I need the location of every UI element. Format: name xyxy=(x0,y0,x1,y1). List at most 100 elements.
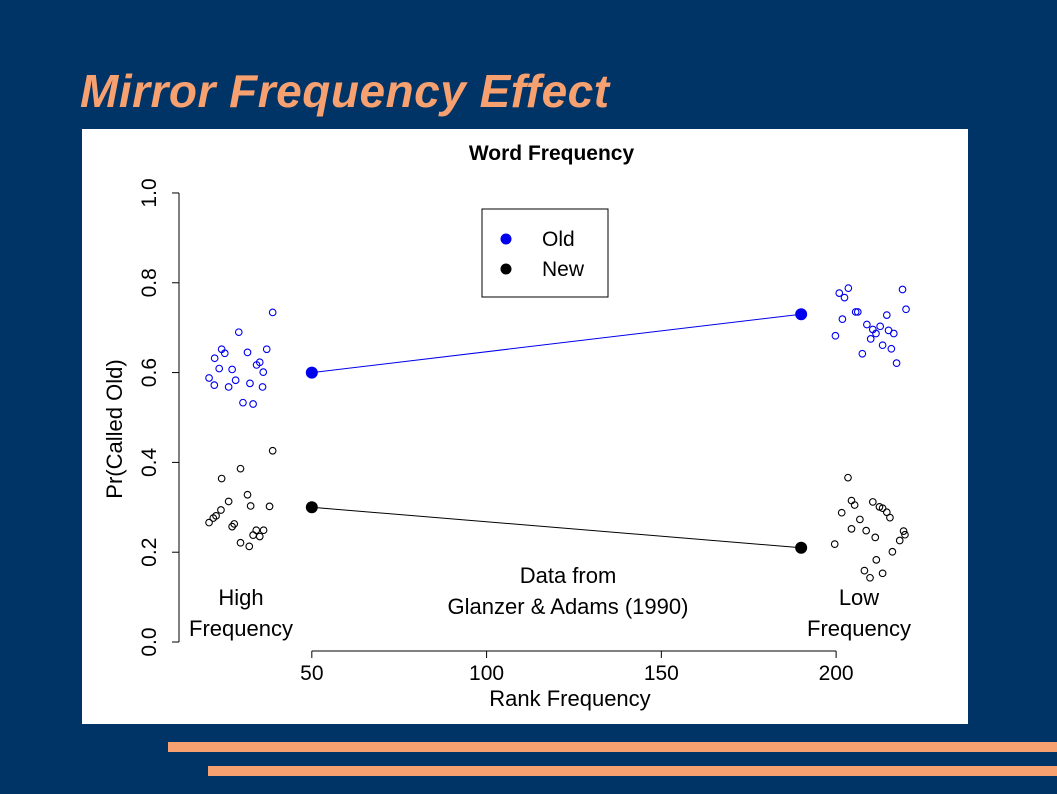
annotation-low-line: Frequency xyxy=(807,616,911,641)
data-point-new xyxy=(265,502,274,511)
data-point-new xyxy=(866,573,874,582)
data-point-new xyxy=(246,502,255,510)
word-frequency-chart: Word Frequency 50 100 150 200 0.0 0.2 0.4 0.6 0.8… xyxy=(102,142,911,711)
chart-title: Word Frequency xyxy=(469,142,635,165)
data-point-old xyxy=(831,331,840,340)
data-point-old xyxy=(220,349,229,358)
data-point-new xyxy=(259,526,268,535)
annotation-high-line: High xyxy=(218,585,263,610)
decorative-bar-top xyxy=(168,742,1057,752)
data-point-old xyxy=(262,345,271,354)
data-point-old xyxy=(210,381,219,390)
y-tick-label: 0.6 xyxy=(138,358,161,387)
data-point-new xyxy=(886,513,894,522)
x-tick-label: 150 xyxy=(644,662,679,685)
data-point-new xyxy=(899,527,908,535)
y-tick-label: 0.8 xyxy=(138,268,161,297)
data-point-old xyxy=(851,308,860,316)
data-point-old xyxy=(863,320,871,329)
annotation-source-line: Data from xyxy=(520,563,617,588)
data-point-new xyxy=(245,542,254,551)
data-point-old xyxy=(228,365,236,374)
legend-box xyxy=(481,208,609,298)
slide-title: Mirror Frequency Effect xyxy=(80,65,610,117)
data-point-new xyxy=(850,501,859,509)
data-point-new xyxy=(860,566,869,575)
data-point-old xyxy=(210,354,219,363)
data-point-old xyxy=(205,374,213,382)
data-point-new xyxy=(249,531,257,539)
data-point-old xyxy=(258,383,267,391)
y-axis-label: Pr(Called Old) xyxy=(102,359,127,498)
data-point-new xyxy=(895,536,904,545)
data-point-old xyxy=(902,305,910,314)
y-tick-label: 1.0 xyxy=(138,178,161,207)
data-point-old xyxy=(259,368,268,376)
data-point-new xyxy=(888,547,897,556)
data-point-old xyxy=(878,341,887,350)
data-point-old xyxy=(889,329,898,338)
data-point-old xyxy=(876,322,885,331)
data-point-new xyxy=(878,569,887,578)
data-point-new xyxy=(236,538,245,547)
data-point-new xyxy=(871,533,880,542)
annotation-source-line: Glanzer & Adams (1990) xyxy=(448,594,689,619)
data-point-new xyxy=(243,490,252,499)
data-point-new xyxy=(878,504,887,513)
data-point-old xyxy=(844,284,853,293)
mean-point-old xyxy=(305,366,318,379)
data-point-old xyxy=(231,376,240,385)
x-tick-label: 200 xyxy=(819,662,854,685)
data-point-new xyxy=(837,508,846,517)
data-point-old xyxy=(215,364,224,373)
data-point-new xyxy=(844,473,852,482)
data-point-new xyxy=(862,526,871,535)
legend-label-new: New xyxy=(542,258,585,281)
data-point-new xyxy=(255,532,264,541)
data-point-old xyxy=(866,335,875,343)
data-point-old xyxy=(243,348,252,357)
data-point-new xyxy=(830,540,839,548)
data-point-old xyxy=(249,400,257,408)
data-point-old xyxy=(252,361,261,369)
legend-marker-new xyxy=(500,263,512,275)
data-point-new xyxy=(901,530,909,539)
data-point-old xyxy=(268,308,277,317)
data-point-new xyxy=(856,515,864,524)
data-point-new xyxy=(228,522,236,531)
data-point-old xyxy=(246,379,254,388)
data-point-new xyxy=(205,518,213,527)
y-tick-label: 0.0 xyxy=(138,627,161,656)
x-tick-label: 50 xyxy=(300,662,323,685)
data-point-new xyxy=(217,474,226,483)
data-point-new xyxy=(236,464,245,473)
data-point-old xyxy=(882,311,891,319)
chart-panel: Word Frequency 50 100 150 200 0.0 0.2 0.4 0.6 0.8… xyxy=(82,129,968,724)
data-point-new xyxy=(872,555,881,564)
data-point-old xyxy=(872,329,880,338)
data-point-new xyxy=(268,446,277,455)
mean-line-old xyxy=(311,313,802,374)
data-point-new xyxy=(224,497,233,506)
data-point-old xyxy=(898,285,907,294)
decorative-bar-bottom xyxy=(208,766,1057,776)
y-tick-label: 0.4 xyxy=(138,447,161,477)
legend-label-old: Old xyxy=(542,228,575,251)
data-point-old xyxy=(838,315,847,323)
x-tick-label: 100 xyxy=(469,662,504,685)
data-point-old xyxy=(835,289,844,297)
data-point-old xyxy=(853,308,862,316)
mean-line-new xyxy=(311,506,802,549)
data-point-old xyxy=(858,349,867,358)
data-point-old xyxy=(224,383,233,391)
y-tick-label: 0.2 xyxy=(138,538,161,567)
mean-point-old xyxy=(795,308,808,321)
data-point-old xyxy=(887,344,896,353)
annotation-high-line: Frequency xyxy=(189,616,293,641)
data-point-new xyxy=(847,525,856,533)
legend-marker-old xyxy=(500,233,512,245)
mean-point-new xyxy=(795,541,808,554)
data-point-new xyxy=(868,498,877,506)
mean-point-new xyxy=(305,501,318,514)
data-point-new xyxy=(209,514,218,522)
